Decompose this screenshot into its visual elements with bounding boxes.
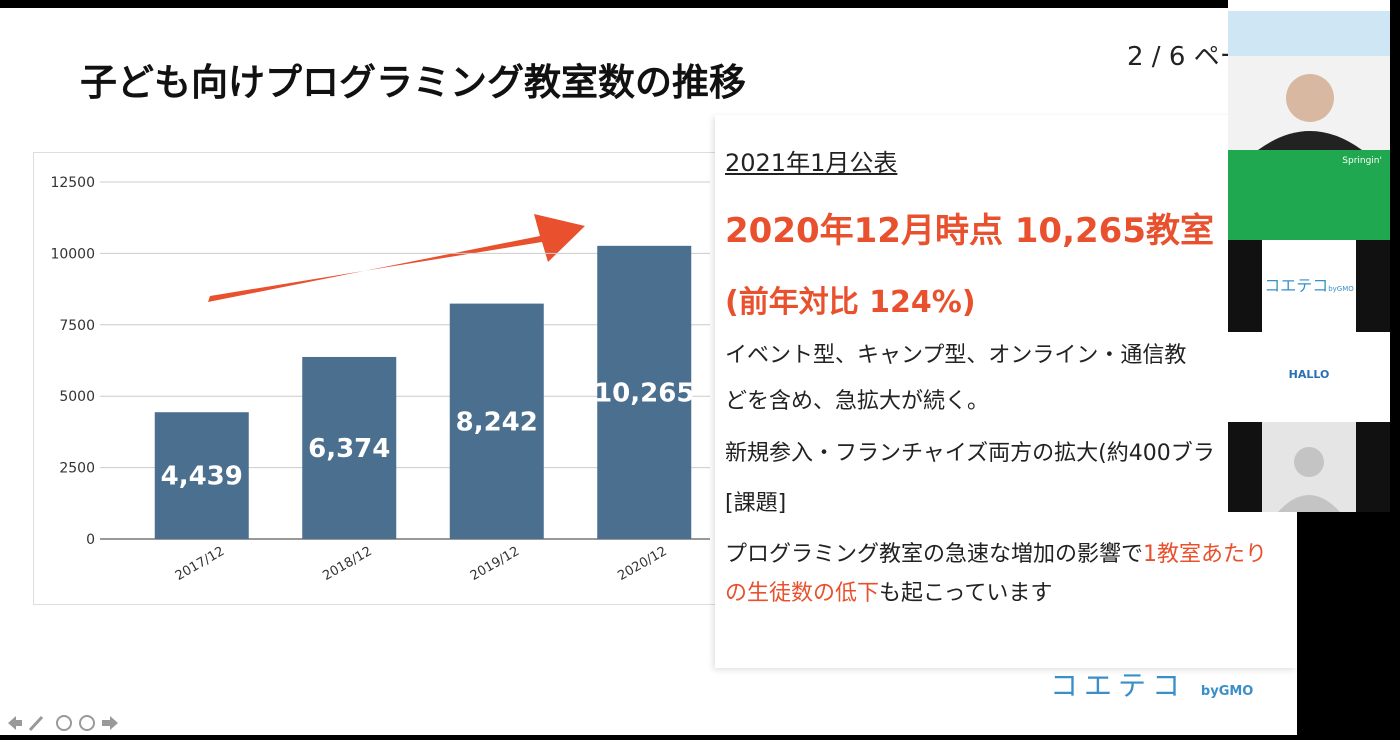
- toolbar: [8, 715, 118, 732]
- slide-title: 子ども向けプログラミング教室数の推移: [80, 61, 746, 104]
- y-tick-label: 7500: [59, 318, 95, 334]
- y-tick-label: 0: [86, 532, 95, 548]
- task-text: プログラミング教室の急速な増加の影響で1教室あたりの生徒数の低下も起こっています: [725, 535, 1285, 613]
- published-date: 2021年1月公表: [725, 149, 898, 177]
- logo-by: byGMO: [1328, 285, 1354, 293]
- x-tick-label: 2017/12: [173, 544, 227, 584]
- logo-text: コエテコ: [1264, 276, 1329, 295]
- y-tick-label: 10000: [50, 246, 95, 262]
- y-tick-label: 5000: [59, 389, 95, 405]
- participant-column: Springin' コエテコbyGMO HALLO: [1228, 0, 1390, 512]
- value-label: 10,265: [594, 378, 694, 408]
- y-tick-label: 12500: [50, 175, 95, 191]
- y-tick-label: 2500: [59, 461, 95, 477]
- trend-arrow: [208, 214, 585, 302]
- text-panel: 2021年1月公表 2020年12月時点 10,265教室 (前年対比 124%…: [715, 115, 1297, 668]
- value-label: 8,242: [456, 407, 538, 437]
- x-tick-label: 2018/12: [320, 544, 374, 584]
- pen-button[interactable]: [28, 715, 44, 732]
- text: も起こっています: [879, 581, 1053, 606]
- page-indicator: 2 / 6 ペー: [1127, 42, 1246, 72]
- person: [1258, 74, 1362, 150]
- tile-label: HALLO: [1288, 368, 1330, 381]
- value-label: 4,439: [161, 462, 243, 492]
- logo-by: byGMO: [1200, 684, 1254, 699]
- body-text: 新規参入・フランチャイズ両方の拡大(約400ブラ: [725, 441, 1215, 466]
- video-tile: HALLO: [1228, 332, 1390, 422]
- video-tile: [1228, 422, 1390, 512]
- x-tick-label: 2020/12: [615, 544, 669, 584]
- logo-text: コエテコ: [1050, 669, 1187, 702]
- body-text: イベント型、キャンプ型、オンライン・通信教: [725, 343, 1187, 368]
- prev-button[interactable]: [8, 716, 22, 730]
- year-over-year: (前年対比 124%): [725, 285, 976, 320]
- bar: [597, 245, 692, 539]
- highlight: 1教室あたりの生徒数の低下: [725, 542, 1268, 606]
- bar: [154, 412, 249, 539]
- value-label: 6,374: [308, 434, 390, 464]
- x-tick-label: 2019/12: [468, 544, 522, 584]
- bar: [449, 303, 544, 539]
- next-button[interactable]: [102, 716, 118, 730]
- logo-tile: コエテコbyGMO: [1262, 240, 1356, 332]
- video-tile: コエテコbyGMO: [1228, 240, 1390, 332]
- task-heading: [課題]: [725, 491, 787, 516]
- video-tile: Springin': [1228, 150, 1390, 240]
- video-tile: [1228, 56, 1390, 150]
- bar: [302, 356, 397, 539]
- body-text: どを含め、急拡大が続く。: [725, 389, 990, 414]
- text: プログラミング教室の急速な増加の影響で: [725, 542, 1144, 567]
- tile-label: Springin': [1342, 156, 1382, 166]
- view-button[interactable]: [56, 715, 72, 731]
- webinar-flyer: [1228, 0, 1390, 56]
- more-button[interactable]: [79, 715, 95, 731]
- logo: コエテコ byGMO: [1050, 664, 1253, 704]
- avatar: [1262, 422, 1356, 512]
- headline: 2020年12月時点 10,265教室: [725, 211, 1214, 251]
